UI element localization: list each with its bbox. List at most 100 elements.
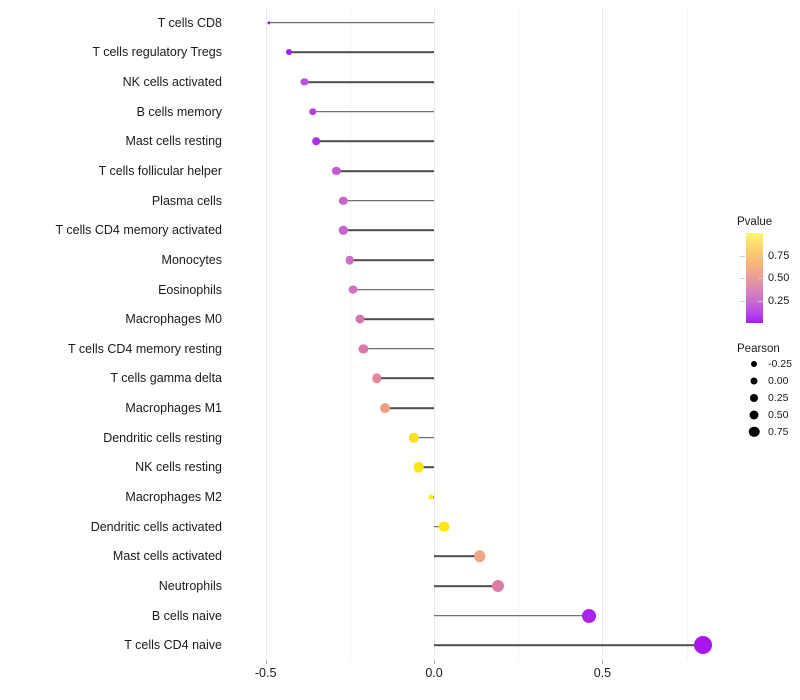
y-axis-tick-label: Dendritic cells activated xyxy=(90,519,222,534)
y-axis-tick-label: Macrophages M1 xyxy=(125,401,222,416)
pearson-legend-item[interactable]: 0.25 xyxy=(737,389,800,406)
pearson-legend-label: 0.75 xyxy=(768,425,789,438)
y-axis-tick-label: T cells gamma delta xyxy=(110,371,222,386)
y-axis-tick-label: Monocytes xyxy=(161,252,222,267)
lollipop-stem xyxy=(434,555,480,558)
x-axis-tick-label: -0.5 xyxy=(254,666,277,680)
pearson-legend-item[interactable]: 0.75 xyxy=(737,423,800,440)
gridline-minor xyxy=(349,8,351,660)
gridline-major xyxy=(434,8,436,660)
lollipop-stem xyxy=(289,51,435,54)
y-axis-tick-label: Eosinophils xyxy=(158,282,222,297)
lollipop-point[interactable] xyxy=(312,137,320,146)
lollipop-point[interactable] xyxy=(355,314,365,324)
lollipop-stem xyxy=(434,614,589,617)
lollipop-stem xyxy=(385,407,435,409)
colorbar-tick-mark xyxy=(758,300,763,302)
pearson-size-legend: Pearson -0.25 0.00 0.25 0.50 0.75 xyxy=(737,343,800,440)
lollipop-point[interactable] xyxy=(438,521,450,533)
y-axis-tick-label: NK cells activated xyxy=(122,75,222,90)
x-axis-tick-mark xyxy=(434,660,436,664)
colorbar-tick-label: 0.25 xyxy=(768,294,790,307)
pearson-legend-dot xyxy=(751,360,757,367)
gridline-major xyxy=(265,8,267,660)
y-axis-tick-label: Neutrophils xyxy=(158,578,222,593)
legend-area: Pvalue 0.75 0.50 0.25 Pearson -0.25 0.00 0.2… xyxy=(737,216,800,456)
colorbar-tick-mark xyxy=(740,255,745,257)
lollipop-stem xyxy=(434,644,704,646)
x-axis-tick-label: 0.5 xyxy=(593,666,612,680)
x-axis-tick-mark xyxy=(265,660,267,664)
y-axis-tick-label: Macrophages M0 xyxy=(125,312,222,327)
pvalue-colorbar: 0.75 0.50 0.25 xyxy=(737,233,797,325)
lollipop-stem xyxy=(359,318,435,320)
lollipop-point[interactable] xyxy=(380,403,391,413)
lollipop-stem xyxy=(304,81,435,83)
y-axis-tick-label: T cells CD8 xyxy=(157,15,222,30)
y-axis-labels: T cells CD8 T cells regulatory Tregs NK ce… xyxy=(0,8,223,660)
y-axis-tick-label: NK cells resting xyxy=(135,460,222,475)
gridline-major xyxy=(602,8,604,660)
lollipop-point[interactable] xyxy=(358,344,368,354)
y-axis-tick-label: Plasma cells xyxy=(151,193,222,208)
pearson-legend-item[interactable]: 0.00 xyxy=(737,372,800,389)
lollipop-point[interactable] xyxy=(300,78,308,86)
lollipop-point[interactable] xyxy=(338,196,348,205)
lollipop-stem xyxy=(363,348,435,350)
pearson-legend-label: 0.25 xyxy=(768,391,789,404)
y-axis-tick-label: T cells CD4 naive xyxy=(124,638,222,653)
pearson-legend-item[interactable]: 0.50 xyxy=(737,406,800,423)
lollipop-point[interactable] xyxy=(338,226,348,235)
pearson-legend-dot xyxy=(749,410,759,419)
lollipop-stem xyxy=(343,229,435,232)
lollipop-point[interactable] xyxy=(492,579,505,592)
pearson-legend-dot xyxy=(748,426,760,437)
colorbar-tick-label: 0.50 xyxy=(768,272,790,284)
x-axis: -0.5 0.0 0.5 xyxy=(232,660,727,690)
lollipop-stem xyxy=(376,377,435,380)
y-axis-tick-label: Dendritic cells resting xyxy=(103,430,222,445)
lollipop-point[interactable] xyxy=(694,636,713,655)
plot-panel xyxy=(232,8,727,660)
lollipop-stem xyxy=(353,288,435,291)
lollipop-stem xyxy=(269,22,435,24)
lollipop-point[interactable] xyxy=(348,285,358,294)
lollipop-stem xyxy=(316,140,435,143)
pearson-legend-item[interactable]: -0.25 xyxy=(737,355,800,372)
pearson-legend-rows: -0.25 0.00 0.25 0.50 0.75 xyxy=(737,355,800,440)
lollipop-point[interactable] xyxy=(408,432,420,443)
lollipop-point[interactable] xyxy=(372,373,382,384)
colorbar-tick-mark xyxy=(740,278,745,279)
pearson-legend-dot xyxy=(750,393,758,402)
pearson-legend-dot xyxy=(750,377,758,384)
lollipop-point[interactable] xyxy=(345,255,355,265)
lollipop-point[interactable] xyxy=(286,49,293,56)
gridline-minor xyxy=(518,8,520,660)
lollipop-point[interactable] xyxy=(267,21,271,25)
lollipop-point[interactable] xyxy=(581,608,596,623)
lollipop-point[interactable] xyxy=(309,107,317,116)
lollipop-point[interactable] xyxy=(473,550,486,563)
pearson-legend-label: 0.50 xyxy=(768,408,789,421)
y-axis-tick-label: B cells naive xyxy=(151,608,222,623)
colorbar-tick-mark xyxy=(758,278,763,279)
lollipop-stem xyxy=(418,466,435,469)
lollipop-stem xyxy=(434,585,498,587)
y-axis-tick-label: B cells memory xyxy=(136,104,222,119)
lollipop-stem xyxy=(349,259,435,261)
lollipop-stem xyxy=(336,170,435,172)
colorbar-tick-mark xyxy=(740,300,745,302)
y-axis-tick-label: Mast cells activated xyxy=(112,549,222,564)
y-axis-tick-label: T cells regulatory Tregs xyxy=(92,45,222,60)
y-axis-tick-label: Mast cells resting xyxy=(125,134,222,149)
lollipop-point[interactable] xyxy=(332,166,341,176)
lollipop-point[interactable] xyxy=(428,494,434,500)
lollipop-point[interactable] xyxy=(413,462,425,473)
x-axis-tick-mark xyxy=(602,660,604,664)
pvalue-legend-title: Pvalue xyxy=(737,216,773,228)
pearson-legend-label: 0.00 xyxy=(768,374,789,387)
colorbar-tick-mark xyxy=(758,255,763,257)
lollipop-stem xyxy=(312,110,435,113)
x-axis-tick-label: 0.0 xyxy=(425,666,443,680)
